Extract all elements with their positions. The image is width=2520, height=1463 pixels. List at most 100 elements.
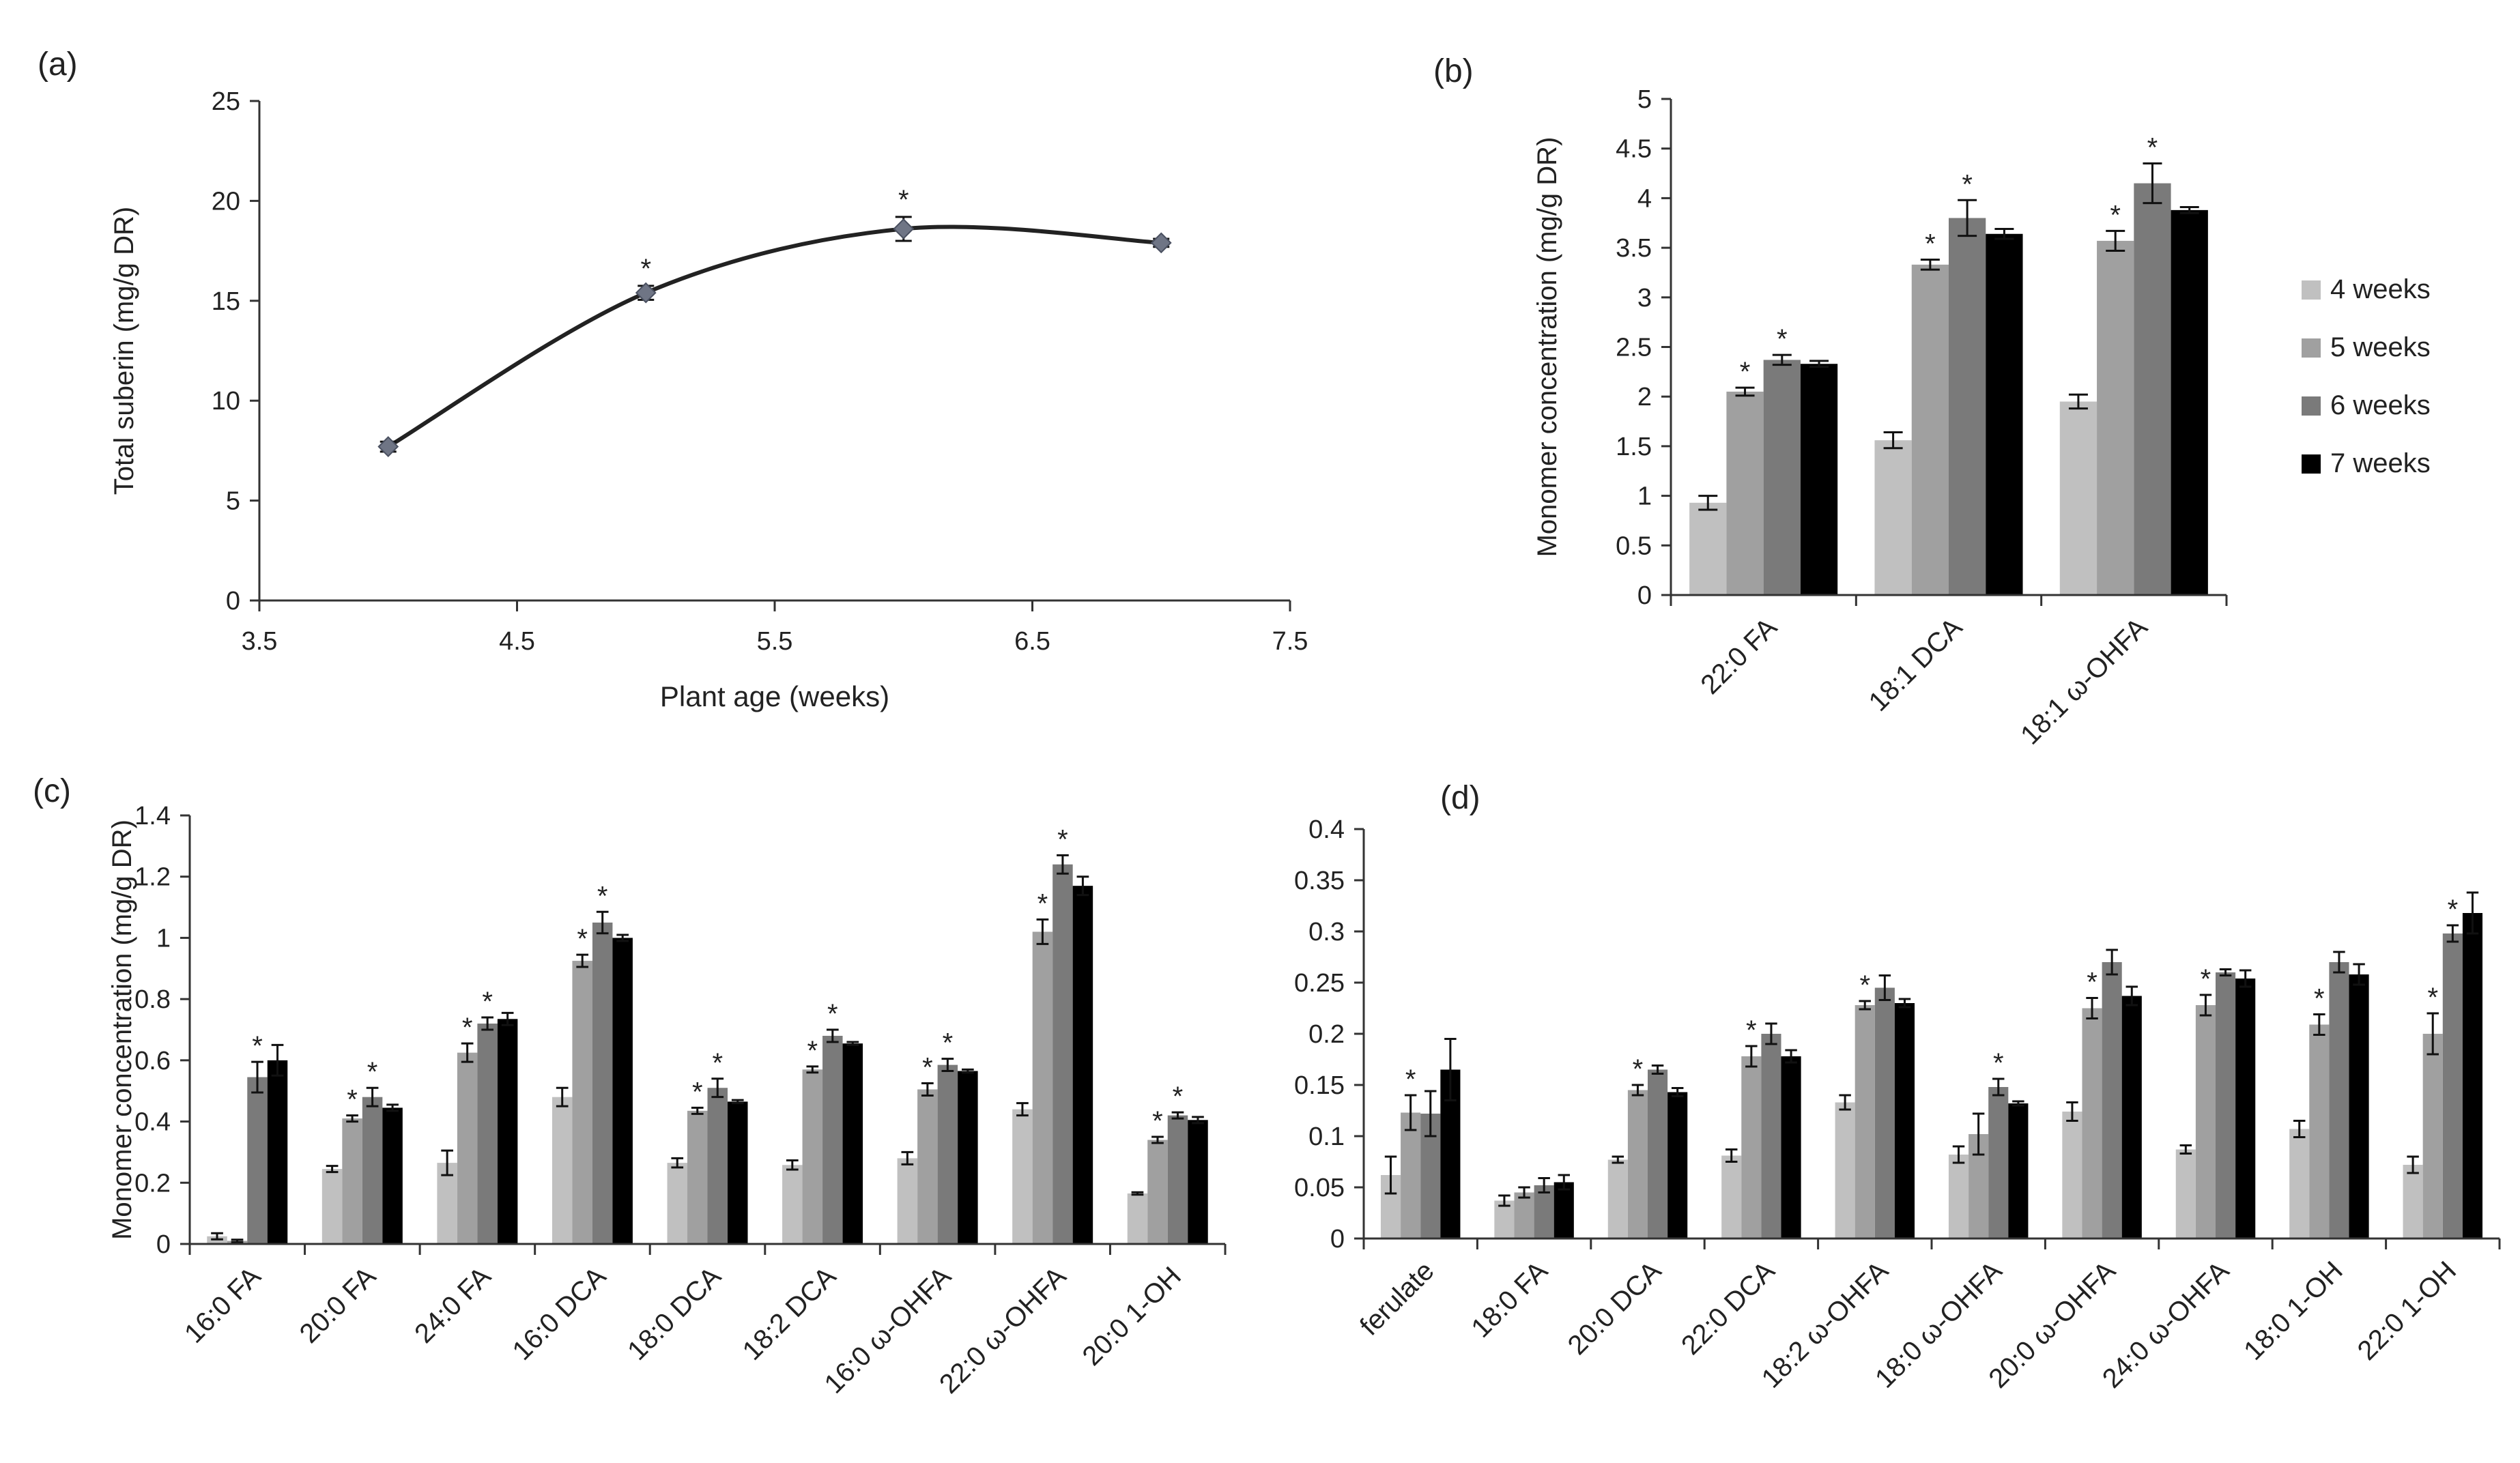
error-bar <box>1192 1116 1204 1125</box>
error-bar <box>1171 1111 1184 1120</box>
error-bar <box>1151 1135 1164 1144</box>
significance-mark: * <box>2110 200 2121 230</box>
legend-label: 4 weeks <box>2330 274 2431 304</box>
bar <box>267 1060 288 1244</box>
significance-mark: * <box>1925 229 1936 259</box>
bar <box>2403 1165 2423 1239</box>
significance-mark: * <box>1777 324 1788 354</box>
bar <box>1986 233 2023 595</box>
bar <box>1894 1003 1915 1239</box>
bar <box>1514 1192 1534 1239</box>
error-bar <box>1404 1094 1417 1131</box>
legend-swatch <box>2302 454 2321 474</box>
bar <box>321 1169 343 1244</box>
error-bar <box>501 1011 514 1026</box>
error-bar <box>2353 963 2365 986</box>
bar <box>687 1110 708 1244</box>
bar <box>1855 1005 1875 1239</box>
significance-mark: * <box>1037 889 1048 919</box>
bar <box>2216 972 2236 1239</box>
error-bar <box>1558 1174 1571 1191</box>
error-bar <box>2068 393 2088 410</box>
error-bar <box>1745 1045 1758 1068</box>
c-y-tick-label: 0.6 <box>134 1047 171 1075</box>
error-bar <box>2219 968 2232 976</box>
bar <box>572 961 592 1244</box>
d-y-tick-label: 0 <box>1330 1225 1345 1254</box>
bar <box>1741 1056 1762 1239</box>
error-bar <box>1992 1077 2005 1097</box>
bar <box>2097 240 2134 595</box>
bar <box>1874 440 1912 595</box>
significance-mark: * <box>2427 983 2438 1013</box>
significance-mark: * <box>1993 1048 2004 1078</box>
error-bar <box>1735 386 1755 397</box>
b-y-tick-label: 3 <box>1637 284 1652 313</box>
bar <box>1800 364 1838 595</box>
error-bar <box>2239 969 2252 988</box>
b-y-tick-label: 4.5 <box>1616 135 1652 164</box>
c-y-tick-label: 0.4 <box>134 1108 171 1137</box>
error-bar <box>1878 974 1891 1001</box>
bar <box>937 1064 958 1244</box>
bar <box>1494 1200 1515 1239</box>
bar <box>2008 1103 2029 1239</box>
significance-mark: * <box>1173 1082 1184 1112</box>
error-bar <box>1444 1038 1457 1101</box>
d-y-tick-label: 0.05 <box>1294 1174 1345 1202</box>
significance-mark: * <box>2448 895 2459 925</box>
significance-mark: * <box>577 924 588 954</box>
error-bar <box>1972 1112 1985 1156</box>
error-bar <box>691 1106 704 1115</box>
bar <box>497 1019 518 1244</box>
error-bar <box>2012 1100 2024 1107</box>
significance-mark: * <box>640 254 651 284</box>
b-y-tick-label: 2 <box>1637 383 1652 411</box>
bar <box>477 1024 498 1244</box>
significance-mark: * <box>482 987 493 1017</box>
a-x-tick-label: 4.5 <box>499 627 535 656</box>
error-bar <box>2407 1155 2419 1174</box>
bar <box>1188 1120 1208 1244</box>
error-bar <box>1036 918 1049 945</box>
error-bar <box>616 933 629 942</box>
a-y-tick-label: 20 <box>212 187 240 216</box>
b-y-tick-label: 1.5 <box>1616 433 1652 461</box>
error-bar <box>576 953 589 968</box>
significance-mark: * <box>1057 824 1068 854</box>
error-bar <box>2179 1144 2192 1155</box>
b-y-tick-label: 0 <box>1637 581 1652 610</box>
c-y-tick-label: 1.2 <box>134 863 171 892</box>
significance-mark: * <box>943 1028 954 1058</box>
d-y-tick-label: 0.25 <box>1294 969 1345 998</box>
panel-label-b: (b) <box>1433 53 1474 89</box>
panel-a: (a) 3.5 4.5 5.5 6.5 7.5 0 5 10 15 20 25 Plant age (w… <box>38 46 1308 712</box>
error-bar <box>481 1016 493 1031</box>
bar <box>1607 1159 1628 1239</box>
legend-swatch <box>2302 396 2321 416</box>
legend-label: 5 weeks <box>2330 332 2431 362</box>
bar <box>342 1118 362 1244</box>
bar <box>247 1077 268 1244</box>
a-y-tick-label: 15 <box>212 287 240 316</box>
data-point <box>377 436 399 457</box>
bar <box>2422 1034 2443 1239</box>
d-y-tick-label: 0.2 <box>1308 1020 1345 1049</box>
bar <box>917 1089 938 1244</box>
bar <box>2309 1024 2330 1239</box>
bar <box>667 1163 688 1244</box>
significance-mark: * <box>692 1077 703 1107</box>
error-bar <box>271 1043 284 1077</box>
significance-mark: * <box>2314 984 2325 1014</box>
y-axis-label: Total suberin (mg/g DR) <box>109 207 139 495</box>
error-bar <box>2466 891 2479 935</box>
error-bar <box>1772 353 1792 366</box>
bar <box>1627 1090 1648 1239</box>
bar <box>1072 886 1093 1244</box>
legend-label: 7 weeks <box>2330 448 2431 478</box>
bar <box>1781 1056 1801 1239</box>
bar <box>707 1088 728 1244</box>
error-bar <box>1809 360 1829 368</box>
significance-mark: * <box>807 1036 818 1066</box>
error-bar <box>1538 1177 1550 1193</box>
